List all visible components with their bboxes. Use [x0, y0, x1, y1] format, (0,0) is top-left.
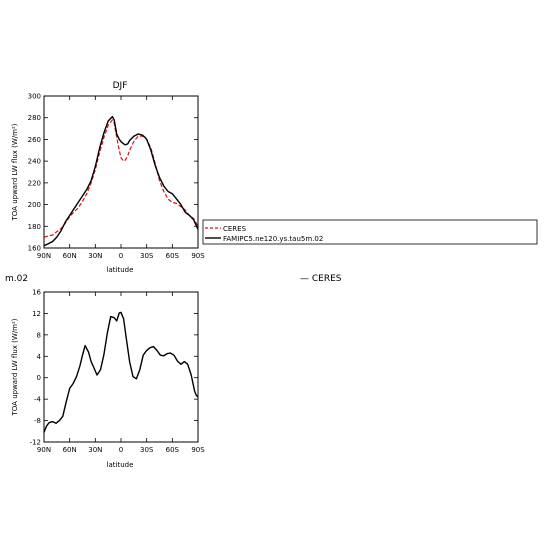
p1-x-tick-label: 90N	[37, 252, 51, 260]
p1-y-tick-label: 300	[28, 93, 41, 101]
p1-y-tick-label: 160	[28, 245, 41, 253]
p1-x-tick-label: 60N	[63, 252, 77, 260]
p2-x-tick-label: 30N	[88, 446, 102, 454]
top-panel: DJF 90N 60N 30N 0 30S 60S 90S 160 180 200 220 240 2…	[11, 81, 205, 274]
p2-x-tick-label: 0	[119, 446, 123, 454]
p2-series-line-0	[43, 311, 199, 433]
legend-label-model: FAMIPC5.ne120.ys.tau5m.02	[223, 235, 323, 243]
p1-y-tick-label: 200	[28, 201, 41, 209]
bottom-panel-x-ticks: 90N 60N 30N 0 30S 60S 90S	[37, 292, 205, 454]
legend-label-ceres: CERES	[223, 225, 247, 233]
p1-y-tick-label: 260	[28, 136, 41, 144]
legend-box	[202, 219, 538, 245]
p1-x-tick-label: 30S	[140, 252, 154, 260]
p2-x-tick-label: 60N	[63, 446, 77, 454]
bottom-panel-y-axis-label: TOA upward LW flux (W/m²)	[11, 318, 19, 416]
p1-y-tick-label: 180	[28, 223, 41, 231]
bottom-panel-series	[43, 311, 199, 433]
p1-y-tick-label: 280	[28, 114, 41, 122]
p2-x-tick-label: 90S	[191, 446, 205, 454]
p1-x-tick-label: 90S	[191, 252, 205, 260]
p2-y-tick-label: 12	[32, 310, 41, 318]
bottom-panel-y-ticks: -12 -8 -4 0 4 8 12 16	[30, 289, 198, 447]
top-panel-x-ticks: 90N 60N 30N 0 30S 60S 90S	[37, 96, 205, 260]
top-panel-title: DJF	[113, 81, 128, 91]
p1-y-tick-label: 220	[28, 179, 41, 187]
legend: CERES FAMIPC5.ne120.ys.tau5m.02	[202, 219, 538, 245]
bottom-panel-frame	[43, 291, 199, 443]
top-panel-y-ticks: 160 180 200 220 240 260 280 300	[28, 93, 198, 253]
p1-series-line-0	[43, 119, 199, 238]
p2-x-tick-label: 30S	[140, 446, 154, 454]
p2-x-tick-label: 60S	[166, 446, 180, 454]
p1-x-tick-label: 60S	[166, 252, 180, 260]
p1-x-tick-label: 30N	[88, 252, 102, 260]
top-panel-y-axis-label: TOA upward LW flux (W/m²)	[11, 123, 19, 221]
p2-y-tick-label: 4	[37, 353, 42, 361]
top-panel-x-axis-label: latitude	[107, 266, 134, 274]
top-panel-series	[43, 115, 199, 247]
p2-y-tick-label: -4	[34, 396, 42, 404]
p2-y-tick-label: -8	[34, 417, 41, 425]
bottom-panel-x-axis-label: latitude	[107, 461, 134, 469]
floating-legend-text: — CERES	[300, 274, 342, 284]
p2-y-tick-label: 0	[37, 374, 41, 382]
p1-series-line-1	[43, 115, 199, 247]
p1-y-tick-label: 240	[28, 158, 41, 166]
p2-x-tick-label: 90N	[37, 446, 51, 454]
p2-y-tick-label: -12	[30, 439, 41, 447]
p2-y-tick-label: 8	[37, 331, 41, 339]
bottom-panel-title-fragment: m.02	[5, 274, 28, 284]
top-panel-frame	[43, 95, 199, 249]
bottom-panel: m.02 — CERES 90N 60N 30N 0 30S 60S 90S -12 -8 -4…	[5, 274, 342, 469]
p2-y-tick-label: 16	[32, 289, 41, 297]
p1-x-tick-label: 0	[119, 252, 123, 260]
